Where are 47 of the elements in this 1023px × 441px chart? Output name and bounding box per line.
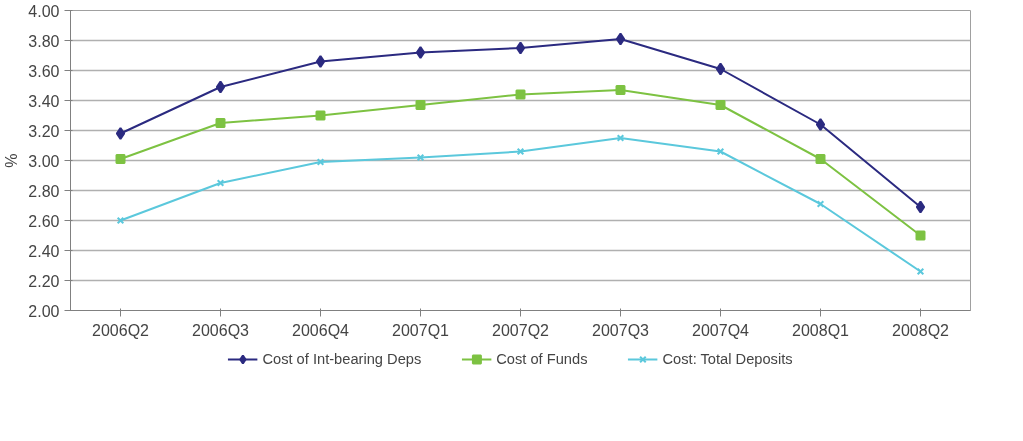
point bbox=[916, 267, 925, 276]
legend-label: Cost of Int-bearing Deps bbox=[262, 351, 422, 367]
point bbox=[415, 46, 426, 59]
y-tick-label: 2.40 bbox=[28, 242, 60, 260]
x-tick-label: 2007Q4 bbox=[692, 321, 750, 339]
point bbox=[515, 89, 526, 100]
point bbox=[716, 147, 725, 156]
point bbox=[415, 100, 426, 110]
x-tick-label: 2006Q3 bbox=[192, 321, 250, 339]
x-tick-label: 2007Q2 bbox=[492, 321, 550, 339]
point bbox=[715, 100, 726, 110]
point bbox=[815, 118, 826, 131]
point bbox=[515, 41, 526, 55]
y-tick-label: 3.60 bbox=[28, 62, 60, 80]
y-tick-label: 3.40 bbox=[28, 92, 60, 110]
point bbox=[615, 85, 626, 95]
y-tick-label: 2.60 bbox=[28, 212, 60, 230]
point bbox=[115, 127, 126, 140]
legend-label: Cost of Funds bbox=[496, 351, 588, 367]
point bbox=[315, 110, 326, 121]
point bbox=[615, 32, 626, 46]
y-tick-label: 3.80 bbox=[28, 32, 60, 50]
point bbox=[215, 118, 226, 128]
x-tick-label: 2008Q1 bbox=[792, 321, 850, 339]
y-tick-label: 3.20 bbox=[28, 122, 60, 140]
point bbox=[115, 154, 126, 164]
point bbox=[315, 55, 326, 68]
x-tick-label: 2008Q2 bbox=[892, 321, 950, 339]
y-tick-label: 2.00 bbox=[28, 302, 60, 320]
y-tick-label: 4.00 bbox=[28, 2, 60, 20]
y-axis-title: % bbox=[3, 153, 21, 168]
y-tick-label: 3.00 bbox=[28, 152, 60, 170]
point bbox=[516, 147, 525, 156]
point bbox=[416, 153, 425, 162]
point bbox=[116, 216, 125, 225]
x-tick-label: 2006Q2 bbox=[92, 321, 150, 339]
y-tick-label: 2.80 bbox=[28, 182, 60, 200]
point bbox=[215, 80, 226, 94]
x-tick-label: 2006Q4 bbox=[292, 321, 350, 339]
x-tick-label: 2007Q3 bbox=[592, 321, 650, 339]
x-tick-label: 2007Q1 bbox=[392, 321, 450, 339]
point bbox=[815, 154, 826, 164]
point bbox=[915, 230, 926, 241]
legend-label: Cost: Total Deposits bbox=[662, 351, 793, 367]
point bbox=[715, 62, 726, 76]
point bbox=[915, 200, 926, 214]
y-tick-label: 2.20 bbox=[28, 272, 60, 290]
